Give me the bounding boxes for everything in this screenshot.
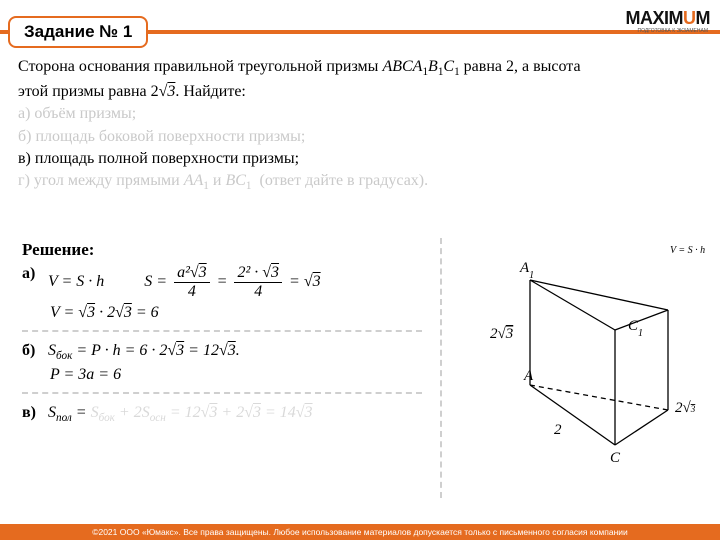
svg-text:2√3: 2√3	[675, 400, 696, 416]
solution-label: Решение:	[22, 240, 94, 260]
prism-diagram: A1 C1 A C 2 2√3 2√3	[470, 250, 700, 480]
divider-ab	[22, 330, 422, 332]
formula-spol: Sпол = Sбок + 2Sосн = 12√3 + 2√3 = 14√3	[48, 404, 313, 424]
svg-text:2: 2	[554, 422, 562, 438]
logo-accent: U	[683, 8, 696, 28]
formula-s: S = a²√34 = 2² · √34 = √3	[144, 265, 320, 300]
line-p: P = 3a = 6	[50, 366, 422, 384]
line-v-result: V = √3 · 2√3 = 6	[50, 304, 422, 322]
problem-b: б) площадь боковой поверхности призмы;	[18, 128, 305, 145]
formula-sbok: Sбок = P · h = 6 · 2√3 = 12√3.	[48, 342, 240, 362]
svg-text:2√3: 2√3	[490, 326, 513, 342]
problem-line2b: . Найдите:	[175, 83, 245, 100]
formula-v: V = S · h	[48, 273, 104, 291]
logo-part1: MAXIM	[626, 8, 684, 28]
problem-line1b: равна 2, а высота	[460, 58, 581, 75]
divider-bv	[22, 392, 422, 394]
problem-line1a: Сторона основания правильной треугольной…	[18, 58, 382, 75]
b-label: б)	[22, 342, 44, 360]
footer: ©2021 ООО «Юмакс». Все права защищены. Л…	[0, 524, 720, 540]
problem-line2a: этой призмы равна 2	[18, 83, 159, 100]
logo-subtitle: ПОДГОТОВКА К ЭКЗАМЕНАМ	[638, 28, 708, 34]
svg-text:A: A	[523, 368, 534, 384]
logo: MAXIMUM	[626, 8, 711, 29]
problem-text: Сторона основания правильной треугольной…	[18, 56, 702, 195]
part-b: б) Sбок = P · h = 6 · 2√3 = 12√3.	[22, 342, 422, 362]
v-label: в)	[22, 404, 44, 422]
problem-g-b: и	[209, 172, 226, 189]
problem-v: в) площадь полной поверхности призмы;	[18, 150, 299, 167]
svg-text:C1: C1	[628, 318, 643, 339]
problem-a: а) объём призмы;	[18, 105, 136, 122]
svg-text:C: C	[610, 450, 621, 466]
part-a: а) V = S · h S = a²√34 = 2² · √34 = √3	[22, 265, 422, 300]
logo-part2: M	[696, 8, 711, 28]
solution-block: а) V = S · h S = a²√34 = 2² · √34 = √3 V…	[22, 265, 422, 428]
task-badge: Задание № 1	[8, 16, 148, 48]
problem-g-c: (ответ дайте в градусах).	[255, 172, 428, 189]
part-v: в) Sпол = Sбок + 2Sосн = 12√3 + 2√3 = 14…	[22, 404, 422, 424]
svg-text:A1: A1	[519, 260, 534, 281]
a-label: а)	[22, 265, 44, 283]
problem-g-a: г) угол между прямыми	[18, 172, 184, 189]
vertical-divider	[440, 238, 442, 498]
